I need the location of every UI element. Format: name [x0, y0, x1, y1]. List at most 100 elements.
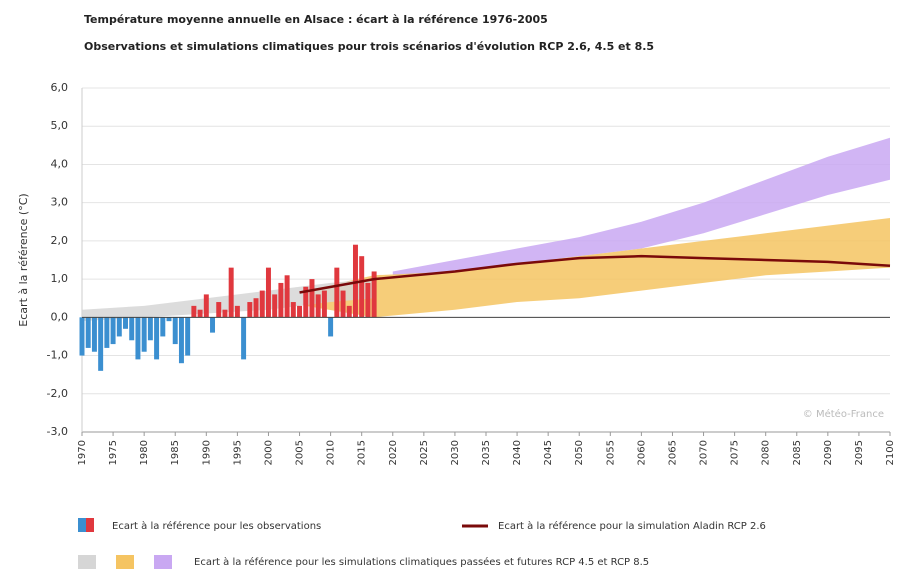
bar	[346, 305, 352, 318]
bar	[123, 317, 128, 329]
bar	[297, 305, 303, 318]
x-tick-label: 1985	[170, 440, 181, 465]
y-tick-label: -3,0	[47, 425, 68, 438]
legend-swatch	[78, 518, 86, 532]
x-tick-label: 2045	[543, 440, 554, 465]
x-tick-label: 2100	[885, 440, 896, 465]
x-tick-label: 2065	[667, 440, 678, 465]
bar	[98, 317, 104, 371]
bar	[278, 282, 284, 318]
bar	[241, 317, 247, 360]
x-tick-label: 1990	[201, 440, 212, 465]
y-tick-label: 1,0	[51, 272, 69, 285]
x-tick-label: 2025	[419, 440, 430, 465]
bar	[309, 279, 315, 318]
bar	[365, 282, 371, 318]
bar	[85, 317, 91, 348]
x-tick-label: 2040	[512, 440, 523, 465]
x-tick-label: 1995	[232, 440, 243, 465]
bar	[203, 294, 209, 318]
bar	[210, 317, 216, 333]
bar	[359, 256, 365, 318]
bar	[284, 275, 290, 318]
legend-label: Ecart à la référence pour la simulation …	[498, 520, 766, 532]
bar	[315, 294, 321, 318]
bar	[216, 302, 222, 318]
band	[392, 137, 890, 276]
bar	[79, 317, 85, 356]
legend-swatch	[116, 555, 134, 569]
bar	[253, 298, 259, 318]
y-tick-label: 4,0	[51, 157, 69, 170]
x-tick-label: 1970	[77, 440, 88, 465]
bar	[272, 294, 278, 318]
bar	[135, 317, 141, 360]
bar	[166, 317, 172, 322]
x-tick-label: 2010	[326, 440, 337, 465]
x-tick-label: 1975	[108, 440, 119, 465]
legend-label: Ecart à la référence pour les observatio…	[112, 520, 321, 532]
y-tick-label: 2,0	[51, 234, 69, 247]
x-tick-label: 2070	[699, 440, 710, 465]
bar	[129, 317, 135, 341]
bar	[303, 286, 309, 318]
y-tick-label: -2,0	[47, 387, 68, 400]
bar	[290, 302, 296, 318]
bar	[160, 317, 166, 337]
x-tick-label: 2015	[357, 440, 368, 465]
bar	[340, 290, 346, 318]
bar	[265, 267, 271, 318]
legend-swatch	[78, 555, 96, 569]
x-tick-label: 2085	[792, 440, 803, 465]
band	[82, 279, 375, 322]
y-tick-label: -1,0	[47, 349, 68, 362]
legend-swatch	[86, 518, 94, 532]
bar	[259, 290, 265, 318]
bar	[328, 317, 334, 337]
line	[299, 254, 891, 294]
x-tick-label: 2035	[481, 440, 492, 465]
bar	[334, 267, 340, 318]
bar	[222, 309, 228, 318]
bar	[172, 317, 178, 345]
bar	[147, 317, 153, 341]
y-tick-label: 0,0	[51, 310, 69, 323]
bar	[197, 309, 203, 318]
x-tick-label: 2090	[823, 440, 834, 465]
bar	[154, 317, 160, 360]
x-tick-label: 2020	[388, 440, 399, 465]
y-axis-label: Ecart à la référence (°C)	[17, 193, 30, 326]
legend-swatch	[154, 555, 172, 569]
x-tick-label: 2095	[854, 440, 865, 465]
bar	[228, 267, 234, 318]
bar	[104, 317, 110, 348]
bar	[110, 317, 116, 345]
bar	[234, 305, 240, 318]
legend-label: Ecart à la référence pour les simulation…	[194, 556, 649, 568]
y-tick-label: 3,0	[51, 196, 69, 209]
bar	[371, 271, 377, 318]
bar	[178, 317, 184, 364]
x-tick-label: 2030	[450, 440, 461, 465]
bar	[141, 317, 147, 352]
x-tick-label: 2055	[605, 440, 616, 465]
x-tick-label: 2080	[761, 440, 772, 465]
y-tick-label: 5,0	[51, 119, 69, 132]
bar	[321, 290, 327, 318]
y-tick-label: 6,0	[51, 81, 69, 94]
bar	[185, 317, 191, 356]
x-tick-label: 1980	[139, 440, 150, 465]
bar	[247, 302, 253, 318]
watermark: © Météo-France	[803, 408, 884, 420]
bar	[191, 305, 197, 318]
bar	[116, 317, 122, 337]
chart-subtitle: Observations et simulations climatiques …	[84, 40, 654, 53]
x-tick-label: 2050	[574, 440, 585, 465]
x-tick-label: 2075	[730, 440, 741, 465]
bar	[352, 244, 358, 318]
x-tick-label: 2060	[636, 440, 647, 465]
bar	[91, 317, 97, 352]
x-tick-label: 2005	[295, 440, 306, 465]
band	[305, 217, 890, 318]
